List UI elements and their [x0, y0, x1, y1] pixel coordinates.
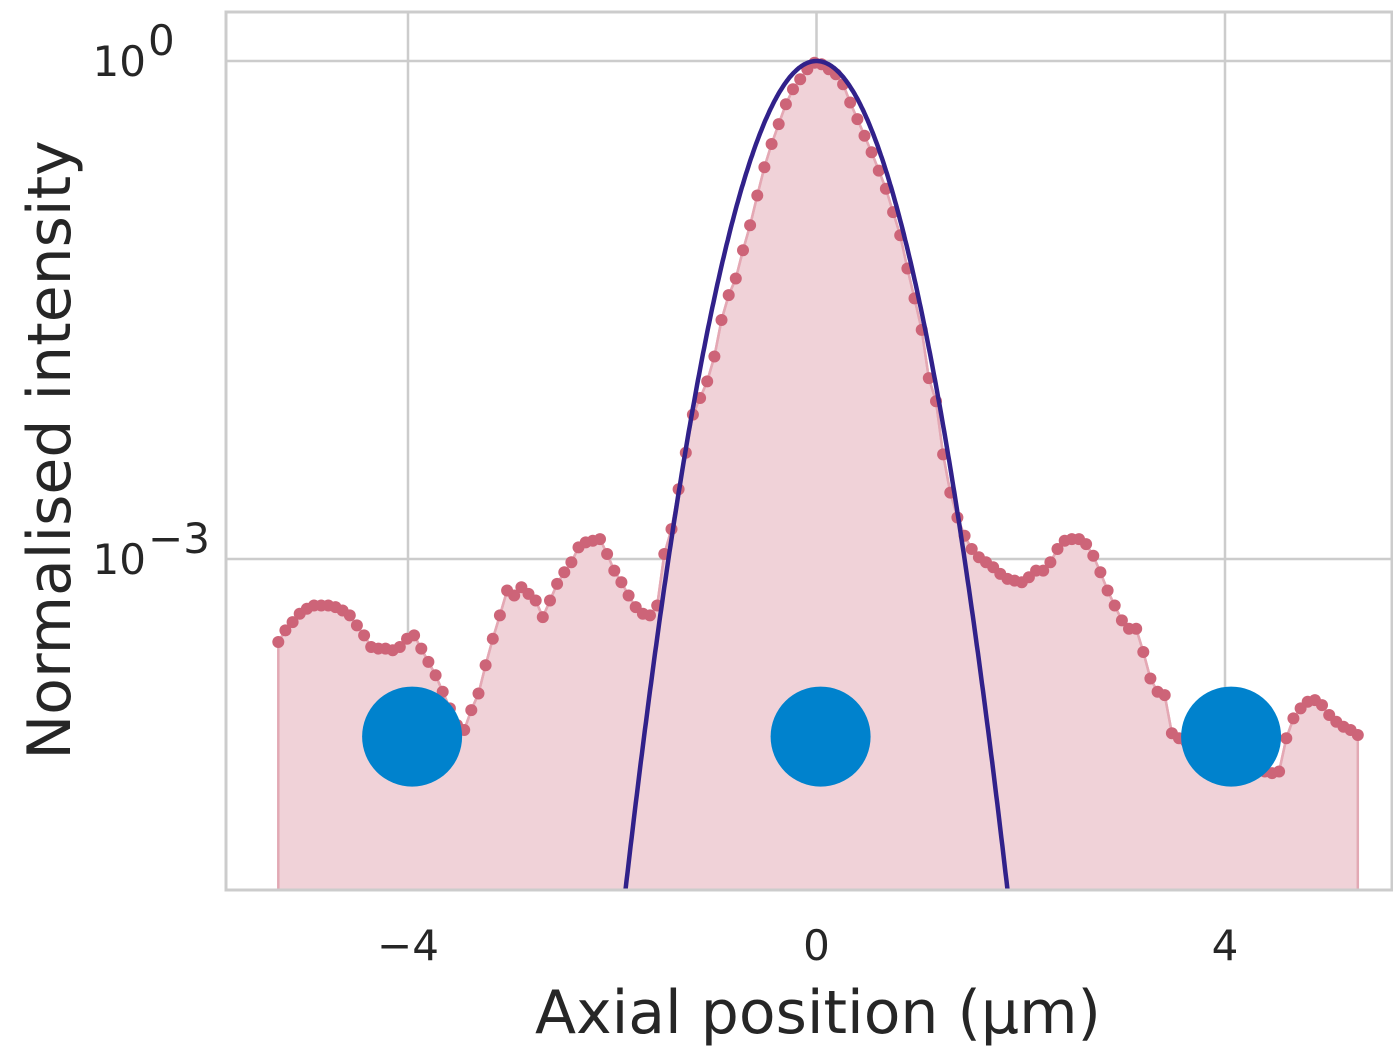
data-point: [715, 314, 728, 326]
data-point: [858, 129, 871, 142]
position-marker: [1181, 686, 1282, 787]
position-marker: [770, 686, 871, 787]
data-point: [1130, 622, 1143, 635]
data-point: [851, 113, 864, 126]
y-axis-label: Normalised intensity: [15, 140, 85, 759]
data-point: [608, 564, 621, 577]
tick-labels: −4 0 410 010 −3: [93, 16, 1239, 970]
data-point: [1094, 566, 1107, 579]
data-point: [594, 533, 606, 546]
data-point: [965, 543, 978, 555]
data-point: [729, 272, 742, 285]
data-point: [737, 244, 749, 257]
x-tick-label: 0: [803, 921, 830, 970]
y-tick-label: 10: [93, 37, 146, 86]
data-point: [1051, 543, 1064, 555]
data-point: [751, 189, 764, 202]
data-point: [844, 96, 857, 109]
data-point: [508, 589, 521, 602]
data-point: [779, 98, 792, 111]
data-point: [472, 687, 485, 700]
data-point: [1137, 646, 1150, 658]
data-point: [393, 641, 406, 653]
data-point: [565, 556, 578, 569]
position-marker: [362, 686, 463, 787]
data-point: [701, 375, 714, 388]
data-point: [544, 594, 556, 607]
data-point: [1101, 584, 1114, 597]
data-point: [1287, 712, 1300, 725]
data-point: [536, 611, 549, 624]
data-point: [872, 164, 885, 177]
data-point: [465, 704, 478, 717]
data-point: [1351, 729, 1364, 741]
data-point: [1080, 538, 1093, 551]
data-point: [1044, 556, 1057, 569]
data-point: [343, 609, 356, 622]
x-tick-label: −4: [377, 921, 439, 970]
data-point: [772, 118, 785, 131]
x-axis-label: Axial position (µm): [535, 978, 1101, 1048]
data-point: [1115, 614, 1128, 627]
data-point: [408, 629, 421, 642]
data-point: [286, 616, 299, 629]
data-point: [722, 289, 735, 302]
data-point: [787, 83, 799, 96]
data-point: [1037, 564, 1050, 577]
data-point: [1280, 732, 1293, 745]
data-point: [1087, 549, 1100, 562]
data-point: [1316, 699, 1328, 712]
gaussian-fit-line: [623, 58, 1010, 890]
y-tick-exponent: −3: [148, 514, 210, 563]
data-point: [1108, 599, 1121, 612]
data-point: [1273, 765, 1286, 778]
data-point: [615, 576, 628, 589]
data-point: [558, 566, 571, 579]
x-tick-label: 4: [1212, 921, 1239, 970]
data-point: [436, 685, 449, 698]
data-point: [486, 632, 499, 645]
data-point: [622, 589, 635, 602]
data-point: [644, 609, 656, 622]
data-point: [529, 594, 542, 607]
y-tick-exponent: 0: [148, 16, 175, 65]
data-point: [601, 548, 614, 560]
position-markers: [362, 686, 1282, 787]
data-point: [765, 138, 778, 150]
y-tick-label: 10: [93, 535, 146, 584]
data-point: [1144, 672, 1157, 685]
data-point: [415, 642, 428, 655]
data-point: [279, 624, 292, 637]
data-point: [744, 219, 757, 232]
data-point: [358, 629, 371, 642]
data-point: [493, 609, 506, 622]
axes-frame: [224, 10, 1393, 892]
data-point: [551, 577, 564, 590]
data-point: [422, 655, 435, 668]
data-point: [272, 636, 285, 648]
fit-curve: [623, 58, 1010, 890]
data-point: [865, 146, 878, 159]
plot-frame: [224, 10, 1393, 892]
data-point: [350, 619, 363, 632]
data-point: [1158, 689, 1171, 702]
data-point: [758, 161, 771, 174]
data-point: [794, 73, 807, 86]
data-point: [479, 659, 492, 672]
data-point: [708, 350, 721, 363]
data-point: [429, 669, 442, 682]
